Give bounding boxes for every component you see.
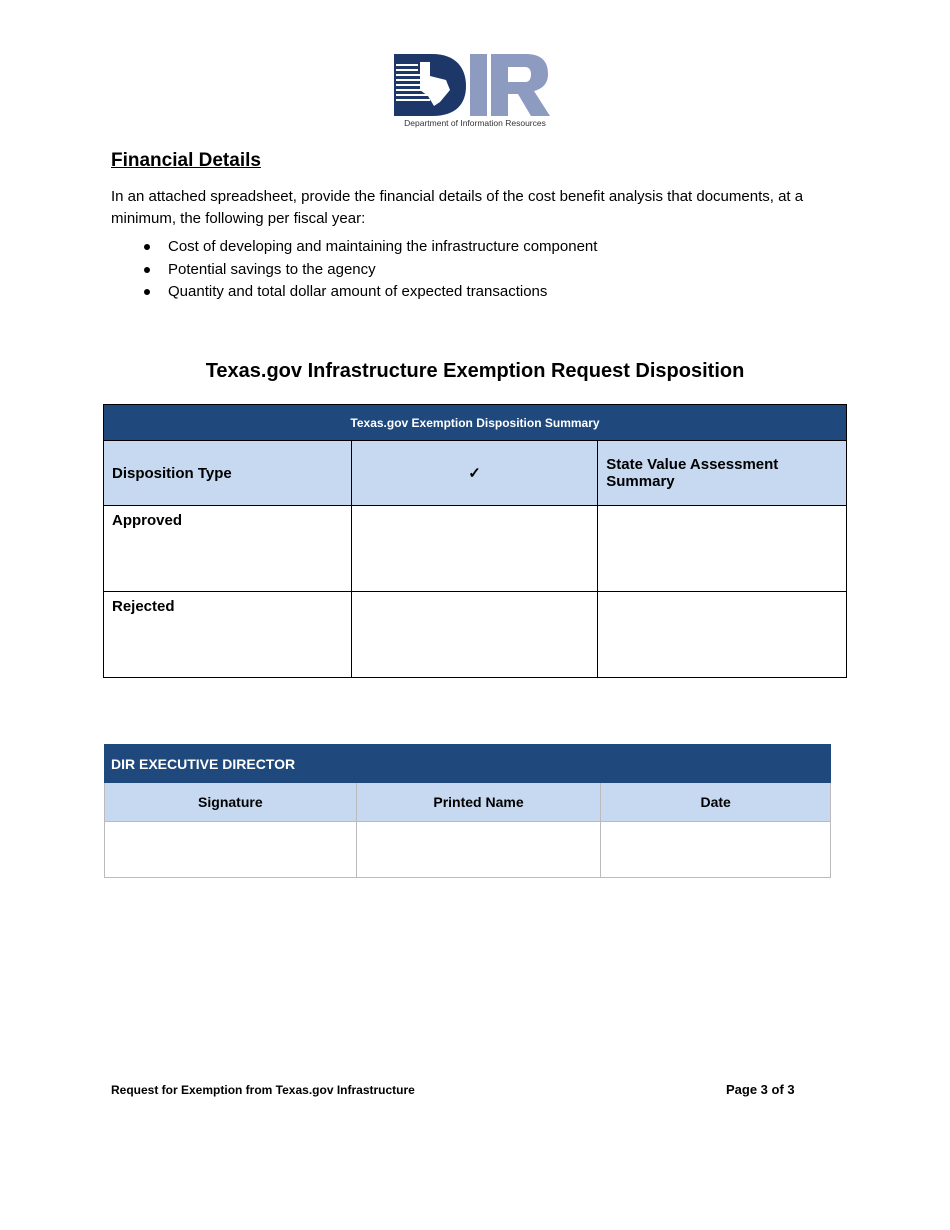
bullet-list: Cost of developing and maintaining the i… xyxy=(140,236,597,304)
column-header: Date xyxy=(600,782,831,822)
logo-caption: Department of Information Resources xyxy=(404,118,546,128)
column-header: Disposition Type xyxy=(103,440,352,506)
list-item: Potential savings to the agency xyxy=(140,259,597,282)
check-cell[interactable] xyxy=(350,591,599,678)
row-label: Rejected xyxy=(103,591,352,678)
signoff-table: DIR EXECUTIVE DIRECTOR Signature Printed… xyxy=(104,744,831,878)
summary-cell[interactable] xyxy=(597,505,847,592)
list-item: Quantity and total dollar amount of expe… xyxy=(140,281,597,304)
table-title: Texas.gov Exemption Disposition Summary xyxy=(103,404,847,441)
column-header: State Value Assessment Summary xyxy=(597,440,847,506)
check-cell[interactable] xyxy=(350,505,599,592)
page-number: Page 3 of 3 xyxy=(726,1082,795,1097)
date-cell[interactable] xyxy=(600,821,831,878)
table-row xyxy=(104,821,831,878)
disposition-title: Texas.gov Infrastructure Exemption Reque… xyxy=(205,360,745,382)
dir-logo xyxy=(394,54,550,116)
table-row: Rejected xyxy=(103,591,847,678)
disposition-table: Texas.gov Exemption Disposition Summary … xyxy=(103,404,847,678)
footer-title: Request for Exemption from Texas.gov Inf… xyxy=(111,1083,415,1097)
table-title: DIR EXECUTIVE DIRECTOR xyxy=(104,744,831,783)
printed-name-cell[interactable] xyxy=(355,821,602,878)
row-label: Approved xyxy=(103,505,352,592)
checkmark-icon: ✓ xyxy=(350,440,599,506)
table-row: Approved xyxy=(103,505,847,592)
signature-cell[interactable] xyxy=(104,821,357,878)
list-item: Cost of developing and maintaining the i… xyxy=(140,236,597,259)
section-title: Financial Details xyxy=(111,150,261,171)
summary-cell[interactable] xyxy=(597,591,847,678)
section-body: In an attached spreadsheet, provide the … xyxy=(111,188,804,227)
column-header: Signature xyxy=(104,782,357,822)
column-header: Printed Name xyxy=(355,782,602,822)
